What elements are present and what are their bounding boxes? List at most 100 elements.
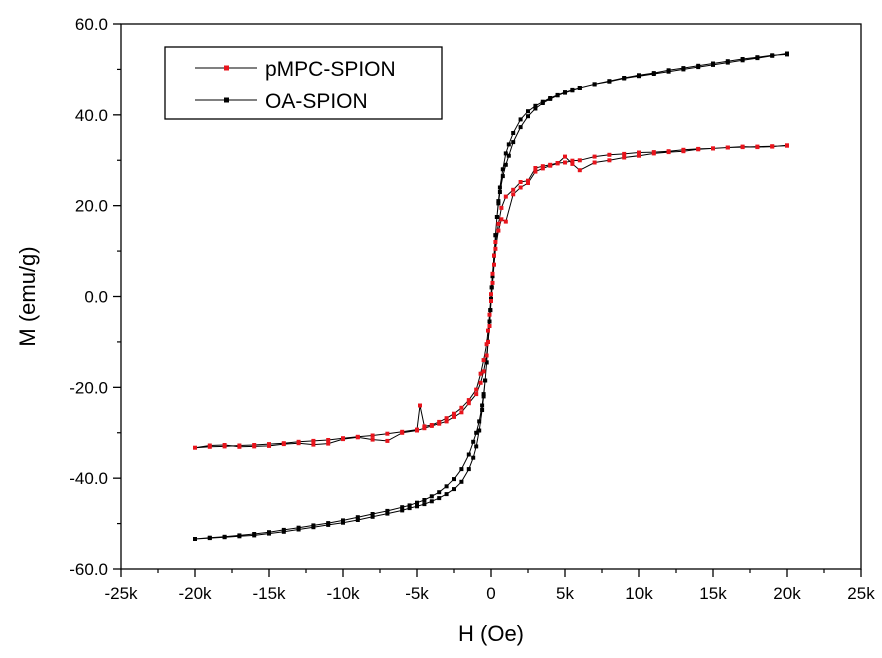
data-point	[415, 500, 419, 505]
data-point	[252, 444, 257, 449]
data-point	[493, 240, 498, 244]
data-point	[474, 392, 479, 397]
data-point	[193, 537, 197, 541]
x-tick-label: 10k	[625, 584, 653, 603]
data-point	[429, 423, 434, 428]
data-point	[486, 339, 490, 344]
data-point	[237, 444, 242, 449]
data-point	[511, 140, 516, 145]
data-point	[281, 442, 286, 447]
data-point	[370, 512, 375, 516]
data-point	[563, 154, 567, 159]
data-point	[555, 161, 560, 166]
data-point	[207, 443, 212, 448]
data-point	[480, 408, 485, 412]
x-tick-label: 0	[486, 584, 495, 603]
data-point	[355, 435, 360, 440]
data-point	[459, 479, 464, 484]
y-tick-label: -60.0	[69, 560, 108, 579]
data-point	[385, 508, 390, 513]
data-point	[526, 178, 530, 183]
data-point	[499, 205, 504, 210]
data-point	[540, 99, 545, 104]
data-point	[437, 496, 442, 501]
legend-entry: pMPC-SPION	[195, 58, 396, 81]
data-point	[400, 430, 405, 435]
data-point	[385, 511, 390, 516]
data-point	[725, 59, 730, 64]
y-tick-label: 60.0	[75, 15, 108, 34]
data-point	[526, 181, 530, 185]
data-point	[563, 90, 567, 95]
data-point	[533, 166, 538, 170]
data-point	[487, 312, 492, 317]
data-point	[281, 527, 286, 532]
x-tick-label: -20k	[178, 584, 212, 603]
data-point	[489, 299, 493, 303]
data-point	[484, 353, 489, 358]
data-point	[207, 535, 212, 540]
data-point	[711, 146, 715, 151]
data-point	[471, 439, 476, 444]
data-point	[341, 437, 345, 442]
data-point	[518, 117, 523, 122]
data-point	[326, 521, 331, 526]
data-point	[637, 73, 641, 78]
data-point	[481, 358, 486, 363]
data-point	[452, 411, 456, 416]
data-point	[481, 369, 486, 374]
data-point	[341, 520, 345, 525]
data-point	[666, 150, 671, 155]
data-point	[400, 508, 405, 513]
data-point	[500, 174, 505, 179]
data-point	[740, 145, 745, 150]
data-point	[459, 410, 464, 415]
data-point	[622, 151, 627, 156]
data-point	[511, 131, 516, 135]
y-tick-label: -40.0	[69, 469, 108, 488]
data-point	[444, 416, 449, 421]
y-tick-label: 40.0	[75, 106, 108, 125]
x-tick-label: -25k	[104, 584, 138, 603]
data-point	[415, 504, 419, 509]
data-point	[506, 142, 511, 147]
data-point	[459, 467, 464, 472]
data-point	[607, 79, 612, 84]
data-point	[474, 387, 479, 392]
data-point	[711, 61, 715, 66]
data-point	[452, 487, 456, 492]
data-point	[311, 442, 316, 447]
data-point	[496, 199, 501, 204]
data-point	[497, 190, 502, 194]
data-point	[526, 109, 530, 114]
series-layer	[193, 51, 789, 541]
data-point	[444, 419, 449, 424]
data-point	[540, 166, 545, 171]
data-point	[477, 428, 482, 433]
legend-box	[164, 46, 443, 120]
data-point	[466, 452, 471, 457]
data-point	[385, 438, 390, 443]
x-axis-title: H (Oe)	[458, 621, 524, 646]
data-point	[499, 217, 504, 222]
data-point	[484, 360, 489, 365]
data-point	[622, 76, 627, 80]
data-point	[548, 163, 553, 168]
data-point	[493, 233, 498, 238]
data-point	[341, 518, 345, 523]
data-point	[437, 421, 442, 426]
data-point	[459, 405, 464, 410]
data-point	[506, 153, 511, 158]
data-point	[222, 534, 227, 539]
data-point	[570, 158, 575, 163]
data-point	[444, 484, 449, 489]
data-point	[496, 228, 501, 233]
data-point	[725, 145, 730, 150]
data-point	[577, 168, 582, 173]
x-tick-label: 5k	[556, 584, 574, 603]
data-point	[563, 160, 567, 165]
data-point	[740, 57, 745, 61]
data-point	[577, 158, 582, 163]
data-point	[592, 160, 597, 165]
